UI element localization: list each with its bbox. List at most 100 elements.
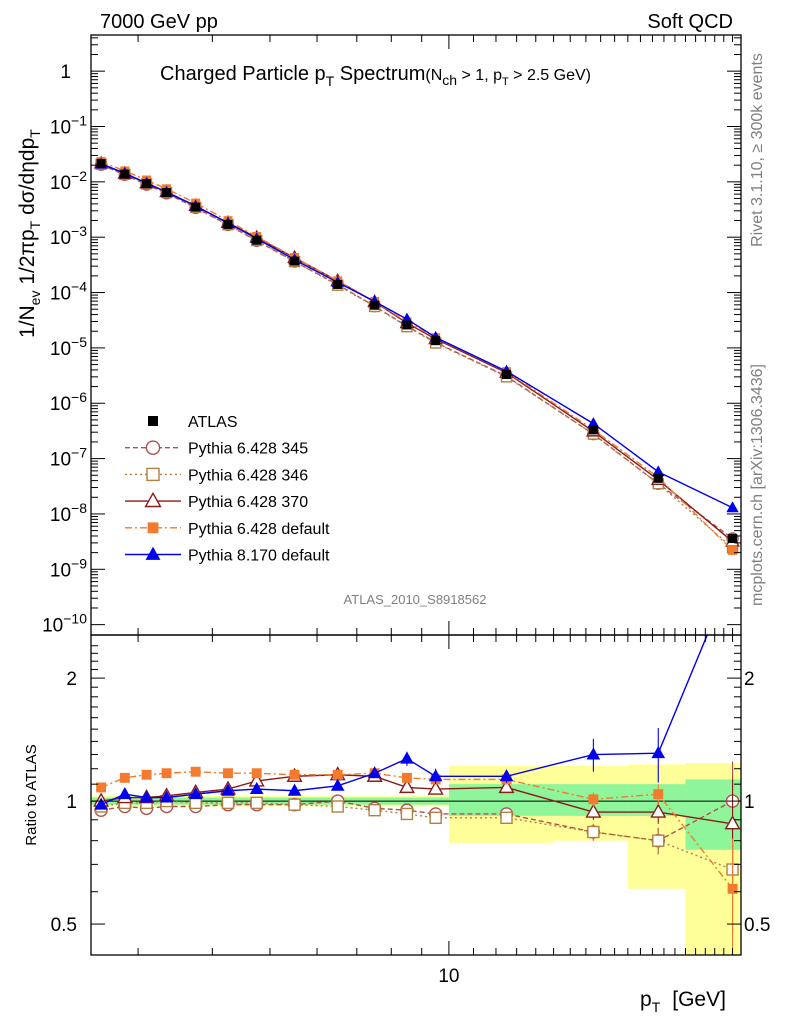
legend-marker-5 [145,546,161,560]
ratio-point-3-7 [289,769,300,780]
axes-frames [90,34,742,956]
main-ylabel: 1/Nev 1/2πpT dσ/dηdpT [16,129,43,338]
ratio-point-4-3 [159,790,174,803]
atlas-point-6 [252,235,262,245]
legend-label-4: Pythia 6.428 default [188,521,330,538]
ratio-point-3-6 [251,768,262,779]
legend-label-1: Pythia 6.428 345 [188,441,308,458]
ratio-point-3-2 [141,769,152,780]
ratio-point-4-11 [428,769,443,782]
axes-ticks [91,35,742,955]
ratio-point-3-13 [588,794,599,805]
ratio-point-3-15 [727,883,738,894]
xlabel: pT [GeV] [640,988,726,1015]
main-ytick-label-3: 10−3 [50,223,87,249]
ratio-point-4-15 [726,567,740,579]
ratio-point-4-4 [188,786,203,800]
main-ytick-label-8: 10−8 [50,500,87,526]
atlas-point-14 [653,473,663,483]
atlas-point-8 [333,279,343,289]
main-point-4-14 [652,465,665,477]
ratio-ytick-label-left-0: 2 [66,669,77,690]
legend-label-3: Pythia 6.428 370 [188,494,308,511]
legend-marker-2 [146,467,160,482]
ratio-point-2-12 [498,778,515,794]
main-ytick-label-10: 10−10 [42,611,87,637]
ratio-point-3-4 [190,766,201,777]
main-panel-series [93,155,740,555]
ratio-point-1-11 [429,811,442,825]
ratio-point-1-5 [221,796,235,810]
ratio-line-2 [101,774,733,825]
main-ytick-label-9: 10−9 [50,555,87,581]
main-line-4 [100,163,733,509]
main-ytick-label-0: 1 [60,62,71,83]
band-inner-segment-3 [685,779,741,850]
plot-title: Charged Particle pT Spectrum(Nch > 1, pT… [160,63,591,89]
band-inner-segment-1 [448,784,628,816]
legend-label-0: ATLAS [188,414,238,431]
atlas-point-7 [290,256,300,266]
legend-label-5: Pythia 8.170 default [188,548,330,565]
legend-entry-2: Pythia 6.428 346 [125,467,308,484]
main-ytick-label-1: 10−1 [50,113,87,139]
header-category-label: Soft QCD [647,11,733,33]
ratio-point-3-5 [223,768,233,779]
ratio-line-3 [100,771,734,890]
mcplots-label: mcplots.cern.ch [arXiv:1306.3436] [749,364,766,606]
legend: ATLAS Pythia 6.428 345 Pythia 6.428 346 Pyt… [125,414,330,565]
legend-marker-4 [147,522,159,534]
atlas-point-10 [402,320,412,330]
main-ytick-label-5: 10−5 [50,334,87,360]
ratio-ytick-label-right-0: 2 [744,669,755,690]
ratio-point-1-8 [331,800,344,813]
atlas-point-4 [191,202,201,212]
legend-entry-3: Pythia 6.428 370 [125,491,308,511]
axes-tick-labels: 1 10−1 10−2 10−3 10−4 10−5 10−6 10−7 10−8 10−9 10−… [42,62,770,987]
atlas-point-12 [502,370,512,380]
ratio-ytick-label-right-1: 1 [744,792,755,813]
ratio-point-2-10 [398,778,415,794]
ratio-point-1-9 [368,803,381,817]
ratio-point-3-8 [332,769,343,780]
ratio-point-2-11 [427,780,444,795]
legend-entry-5: Pythia 8.170 default [125,546,330,565]
legend-entry-1: Pythia 6.428 345 [125,440,308,458]
atlas-point-1 [120,169,130,179]
ratio-line-0 [101,800,733,842]
rivet-version-label: Rivet 3.1.10, ≥ 300k events [749,53,766,247]
ratio-ylabel: Ratio to ATLAS [23,744,40,845]
ratio-point-4-7 [287,783,302,796]
main-ytick-label-6: 10−6 [50,389,87,415]
ratio-point-2-14 [650,803,667,818]
ratio-line-1 [101,800,733,871]
ratio-point-1-13 [587,825,600,839]
ratio-ytick-label-right-2: 0.5 [744,915,770,936]
legend-entry-0: ATLAS [148,414,238,431]
ratio-point-4-12 [499,769,514,782]
band-outer-segment-3 [627,764,686,889]
ratio-point-1-7 [288,798,301,811]
ratio-ytick-label-left-1: 1 [66,792,77,813]
ratio-point-1-12 [500,811,513,825]
ratio-point-4-1 [118,786,132,800]
atlas-point-13 [588,425,598,435]
main-line-1 [100,163,733,549]
ratio-point-1-10 [400,807,414,821]
atlas-point-2 [142,179,152,189]
main-ytick-label-7: 10−7 [50,445,87,471]
atlas-point-11 [431,336,441,346]
x-tick-label-10: 10 [438,966,459,987]
ratio-point-2-15 [724,815,741,830]
atlas-point-3 [162,188,172,198]
ratio-point-1-14 [652,834,665,847]
ratio-point-4-0 [94,797,108,810]
main-panel-frame [90,34,742,636]
ratio-point-2-13 [585,803,602,818]
ratio-point-4-13 [586,747,601,760]
analysis-watermark: ATLAS_2010_S8918562 [344,592,487,607]
ratio-point-4-8 [330,778,345,791]
ratio-panel-series [93,567,741,951]
ratio-point-3-1 [119,772,130,783]
